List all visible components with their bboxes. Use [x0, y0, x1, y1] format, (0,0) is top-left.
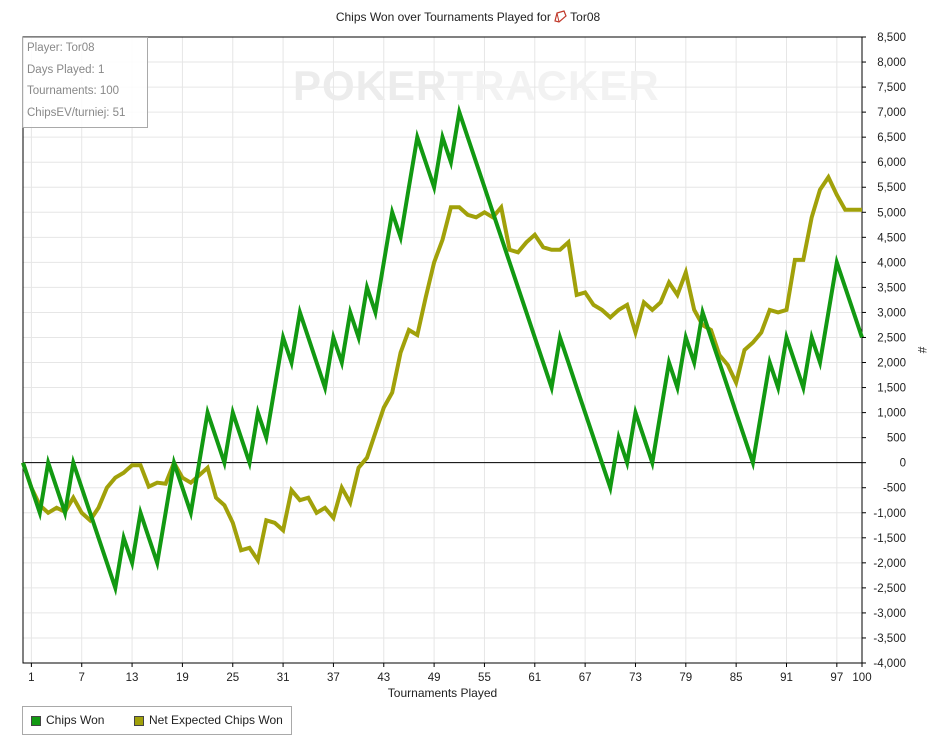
x-tick-label: 37 — [327, 672, 340, 684]
y-axis-ticks: 8,500 8,000 7,500 7,000 6,500 6,000 5,500 5,000… — [862, 32, 906, 670]
player-info-box: Player: Tor08 Days Played: 1 Tournaments… — [22, 37, 148, 128]
series-line-net-expected — [21, 173, 862, 566]
player-note-icon — [554, 10, 567, 23]
x-tick-label: 19 — [176, 672, 189, 684]
x-tick-label: 7 — [79, 672, 85, 684]
x-tick-label: 55 — [478, 672, 491, 684]
y-tick-label: 7,500 — [877, 82, 906, 94]
y-tick-label: 1,500 — [877, 383, 906, 395]
series-line-chips-won — [21, 103, 864, 597]
pokertracker-watermark: POKERTRACKER — [293, 62, 660, 110]
y-tick-label: 1,000 — [877, 408, 906, 420]
y-tick-label: -2,000 — [873, 558, 906, 570]
y-tick-label: -4,000 — [873, 658, 906, 670]
info-days-played: Days Played: 1 — [27, 63, 105, 76]
x-tick-label: 73 — [629, 672, 642, 684]
y-tick-label: -1,500 — [873, 533, 906, 545]
x-tick-label: 43 — [377, 672, 390, 684]
y-tick-label: 3,500 — [877, 282, 906, 294]
y-tick-label: -3,000 — [873, 608, 906, 620]
x-axis-label: Tournaments Played — [388, 686, 497, 700]
y-tick-label: -500 — [883, 483, 906, 495]
y-tick-label: 2,000 — [877, 358, 906, 370]
chart-legend: Chips Won Net Expected Chips Won — [22, 706, 292, 735]
y-tick-label: 5,000 — [877, 207, 906, 219]
y-tick-label: 6,500 — [877, 132, 906, 144]
x-tick-label: 49 — [428, 672, 441, 684]
y-tick-label: -1,000 — [873, 508, 906, 520]
watermark-part-2: TRACKER — [447, 62, 660, 109]
legend-swatch-net-expected — [134, 716, 144, 726]
series-layer — [21, 103, 864, 597]
y-tick-label: 2,500 — [877, 332, 906, 344]
y-tick-label: 0 — [900, 458, 906, 470]
x-tick-label: 79 — [679, 672, 692, 684]
y-tick-label: 8,500 — [877, 32, 906, 44]
watermark-part-1: POKER — [293, 62, 448, 109]
y-tick-label: 8,000 — [877, 57, 906, 69]
x-tick-label: 67 — [579, 672, 592, 684]
x-axis-ticks: 1 7 13 19 25 31 37 43 49 55 61 67 73 79 85 91 97 100 — [28, 663, 872, 684]
x-tick-label: 97 — [830, 672, 843, 684]
plot-area-frame — [22, 36, 863, 664]
info-chips-ev: ChipsEV/turniej: 51 — [27, 106, 126, 119]
x-tick-label: 91 — [780, 672, 793, 684]
y-tick-label: 5,500 — [877, 182, 906, 194]
y-axis-label: # — [915, 347, 929, 354]
info-tournaments: Tournaments: 100 — [27, 85, 120, 97]
x-tick-label: 13 — [126, 672, 139, 684]
legend-item-net-expected[interactable]: Net Expected Chips Won — [134, 707, 283, 734]
x-tick-label: 61 — [528, 672, 541, 684]
legend-label-net-expected: Net Expected Chips Won — [149, 713, 283, 727]
player-name: Tor08 — [570, 10, 601, 24]
title-prefix: Chips Won over Tournaments Played for — [335, 10, 551, 24]
legend-label-chips-won: Chips Won — [46, 713, 105, 727]
x-tick-label: 100 — [852, 672, 871, 684]
y-tick-label: 7,000 — [877, 107, 906, 119]
y-tick-label: 4,000 — [877, 257, 906, 269]
y-tick-label: -2,500 — [873, 583, 906, 595]
y-tick-label: 3,000 — [877, 307, 906, 319]
y-tick-label: 500 — [887, 433, 906, 445]
x-tick-label: 1 — [28, 672, 34, 684]
legend-item-chips-won[interactable]: Chips Won — [31, 707, 104, 734]
chart-title: Chips Won over Tournaments Played for To… — [0, 10, 936, 24]
x-tick-label: 31 — [277, 672, 290, 684]
x-tick-label: 85 — [730, 672, 743, 684]
y-tick-label: -3,500 — [873, 633, 906, 645]
legend-swatch-chips-won — [31, 716, 41, 726]
y-tick-label: 6,000 — [877, 157, 906, 169]
x-tick-label: 25 — [226, 672, 239, 684]
info-player: Player: Tor08 — [27, 42, 95, 54]
grid-lines — [23, 36, 863, 664]
y-tick-label: 4,500 — [877, 232, 906, 244]
